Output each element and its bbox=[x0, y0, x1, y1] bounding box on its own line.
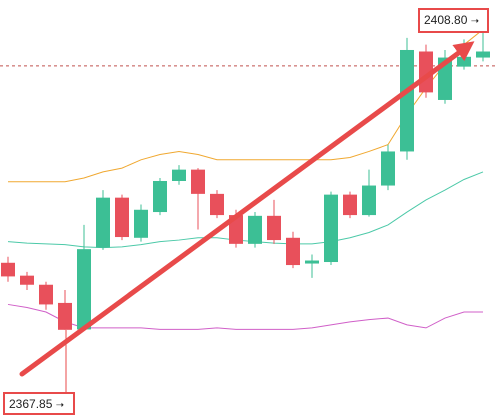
candle-body bbox=[286, 237, 300, 266]
trend-arrow bbox=[19, 41, 475, 377]
low-label: 2367.85 bbox=[9, 397, 53, 411]
candle-body bbox=[77, 249, 91, 330]
candle-body bbox=[20, 275, 34, 285]
candle-body bbox=[400, 49, 414, 152]
high-label: 2408.80 bbox=[424, 13, 468, 27]
indicator-line bbox=[7, 171, 484, 249]
candle-body bbox=[476, 51, 490, 58]
low-tag: 2367.85 ➝ bbox=[3, 392, 75, 415]
candle-body bbox=[191, 169, 205, 194]
high-tag: 2408.80 ➝ bbox=[418, 8, 489, 33]
candle-body bbox=[210, 193, 224, 216]
candle-body bbox=[362, 185, 376, 216]
candle-body bbox=[172, 169, 186, 181]
candle-body bbox=[115, 197, 129, 238]
candle-body bbox=[381, 151, 395, 186]
candle-body bbox=[39, 284, 53, 305]
candle-body bbox=[1, 262, 15, 277]
candle-body bbox=[343, 194, 357, 216]
candle-body bbox=[134, 209, 148, 238]
candle-body bbox=[96, 197, 110, 248]
candle-body bbox=[58, 302, 72, 330]
candle-body bbox=[305, 260, 319, 264]
candle-body bbox=[248, 215, 262, 244]
candle-body bbox=[457, 56, 471, 67]
candle-body bbox=[267, 215, 281, 241]
candle-body bbox=[153, 180, 167, 213]
candle-body bbox=[324, 194, 338, 263]
